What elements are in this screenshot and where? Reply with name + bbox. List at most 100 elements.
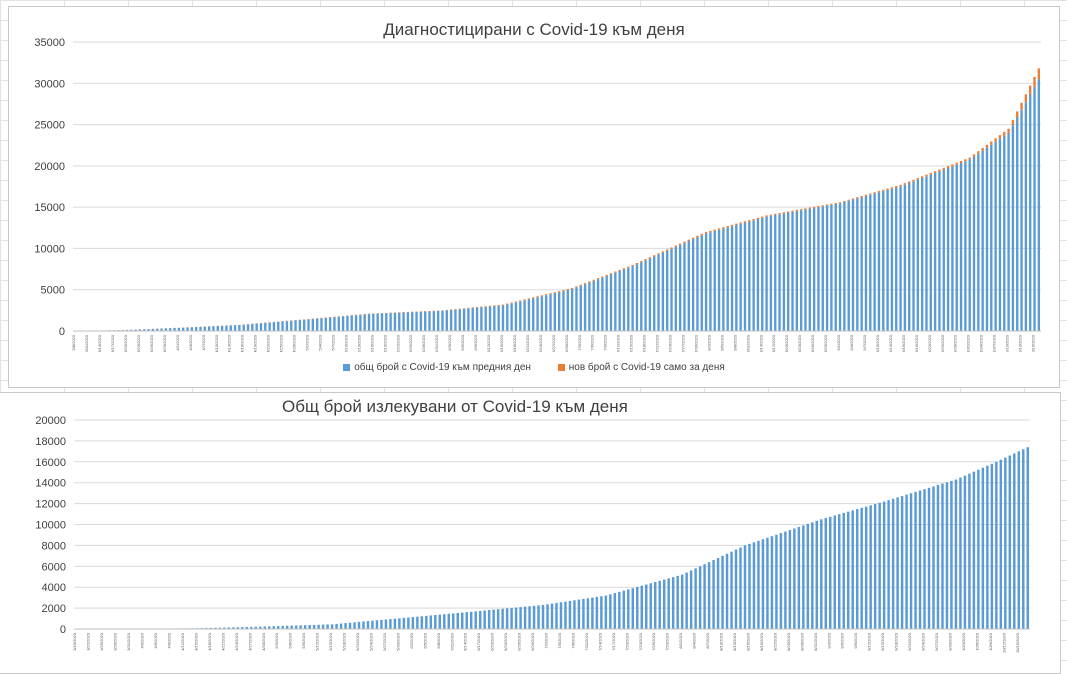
legend-item-new: нов брой с Covid-19 само за деня bbox=[558, 362, 725, 373]
bar-total bbox=[610, 274, 612, 331]
bar-new bbox=[554, 292, 556, 293]
x-tick-label: 10/4/2020 bbox=[979, 334, 984, 352]
bar-new bbox=[606, 275, 608, 276]
y-tick-label: 0 bbox=[59, 326, 65, 338]
x-tick-label: 6/5/2020 bbox=[422, 632, 427, 648]
bar-total bbox=[1020, 110, 1022, 331]
x-tick-label: 5/15/2020 bbox=[328, 632, 333, 651]
x-tick-label: 9/1/2020 bbox=[836, 334, 841, 350]
bar-total bbox=[331, 624, 333, 629]
x-tick-label: 6/12/2020 bbox=[486, 334, 491, 352]
x-tick-label: 8/7/2020 bbox=[705, 632, 710, 648]
bar-total bbox=[394, 313, 396, 331]
bar-total bbox=[549, 294, 551, 331]
bar-total bbox=[371, 621, 373, 629]
x-tick-label: 9/4/2020 bbox=[849, 334, 854, 350]
bar-total bbox=[705, 233, 707, 331]
bar-new bbox=[575, 286, 577, 287]
bar-new bbox=[891, 187, 893, 188]
y-tick-label: 0 bbox=[60, 624, 66, 636]
bar-total bbox=[225, 326, 227, 331]
bar-total bbox=[492, 610, 494, 629]
bar-total bbox=[385, 313, 387, 331]
x-tick-label: 7/5/2020 bbox=[557, 632, 562, 648]
bar-new bbox=[649, 257, 651, 258]
x-tick-label: 5/24/2020 bbox=[368, 632, 373, 651]
bar-total bbox=[362, 622, 364, 629]
bar-total bbox=[934, 173, 936, 331]
bar-new bbox=[865, 195, 867, 196]
bar-total bbox=[1013, 453, 1015, 629]
bar-total bbox=[874, 504, 876, 629]
bar-total bbox=[1038, 79, 1040, 331]
bar-new bbox=[545, 294, 547, 295]
bar-total bbox=[701, 235, 703, 331]
x-tick-label: 5/7/2020 bbox=[330, 334, 335, 350]
x-tick-label: 6/8/2020 bbox=[436, 632, 441, 648]
bar-new bbox=[528, 298, 530, 299]
x-tick-label: 7/17/2020 bbox=[611, 632, 616, 651]
bar-total bbox=[425, 616, 427, 629]
bar-total bbox=[430, 615, 432, 629]
bar-new bbox=[588, 281, 590, 282]
bar-total bbox=[843, 513, 845, 629]
x-tick-label: 10/1/2020 bbox=[966, 334, 971, 352]
bar-total bbox=[964, 476, 966, 629]
y-tick-label: 10000 bbox=[35, 520, 66, 532]
bar-new bbox=[960, 161, 962, 163]
bar-total bbox=[865, 507, 867, 629]
x-tick-label: 7/24/2020 bbox=[668, 334, 673, 352]
bar-total bbox=[614, 273, 616, 331]
bar-total bbox=[851, 510, 853, 629]
x-tick-label: 4/30/2020 bbox=[261, 632, 266, 651]
x-tick-label: 4/21/2020 bbox=[220, 632, 225, 651]
bar-new bbox=[817, 206, 819, 207]
bar-new bbox=[549, 293, 551, 294]
bar-total bbox=[351, 316, 353, 331]
bar-total bbox=[402, 312, 404, 331]
bar-new bbox=[813, 207, 815, 208]
bar-total bbox=[860, 508, 862, 629]
bar-total bbox=[569, 601, 571, 629]
bar-total bbox=[542, 605, 544, 629]
x-tick-label: 7/6/2020 bbox=[590, 334, 595, 350]
x-tick-label: 6/23/2020 bbox=[503, 632, 508, 651]
bar-new bbox=[938, 170, 940, 172]
bar-new bbox=[510, 303, 512, 304]
bar-total bbox=[479, 611, 481, 629]
x-tick-label: 4/22/2020 bbox=[266, 334, 271, 352]
bar-total bbox=[510, 303, 512, 331]
x-tick-label: 8/17/2020 bbox=[771, 334, 776, 352]
x-tick-label: 8/13/2020 bbox=[732, 632, 737, 651]
x-tick-label: 7/9/2020 bbox=[603, 334, 608, 350]
bar-total bbox=[796, 211, 798, 331]
bar-total bbox=[286, 321, 288, 331]
bar-total bbox=[554, 293, 556, 331]
x-tick-label: 5/1/2020 bbox=[305, 334, 310, 350]
bar-new bbox=[917, 178, 919, 180]
bar-total bbox=[1000, 460, 1002, 629]
bar-new bbox=[497, 305, 499, 306]
x-tick-label: 5/16/2020 bbox=[369, 334, 374, 352]
bar-total bbox=[349, 623, 351, 629]
recovered-plot-area: 0200040006000800010000120001400016000180… bbox=[0, 393, 1060, 673]
bar-total bbox=[679, 245, 681, 331]
bar-total bbox=[407, 618, 409, 629]
x-tick-label: 6/21/2020 bbox=[525, 334, 530, 352]
bar-total bbox=[696, 237, 698, 331]
bar-new bbox=[541, 295, 543, 296]
bar-total bbox=[1012, 125, 1014, 331]
bar-total bbox=[856, 509, 858, 629]
bar-new bbox=[739, 222, 741, 223]
bar-total bbox=[596, 597, 598, 629]
bar-total bbox=[869, 195, 871, 331]
bar-new bbox=[640, 261, 642, 262]
bar-total bbox=[744, 223, 746, 331]
bar-new bbox=[485, 306, 487, 307]
x-tick-label: 6/17/2020 bbox=[476, 632, 481, 651]
bar-total bbox=[694, 568, 696, 629]
bar-total bbox=[601, 278, 603, 331]
bar-total bbox=[718, 230, 720, 331]
bar-total bbox=[364, 314, 366, 331]
bar-total bbox=[346, 316, 348, 331]
